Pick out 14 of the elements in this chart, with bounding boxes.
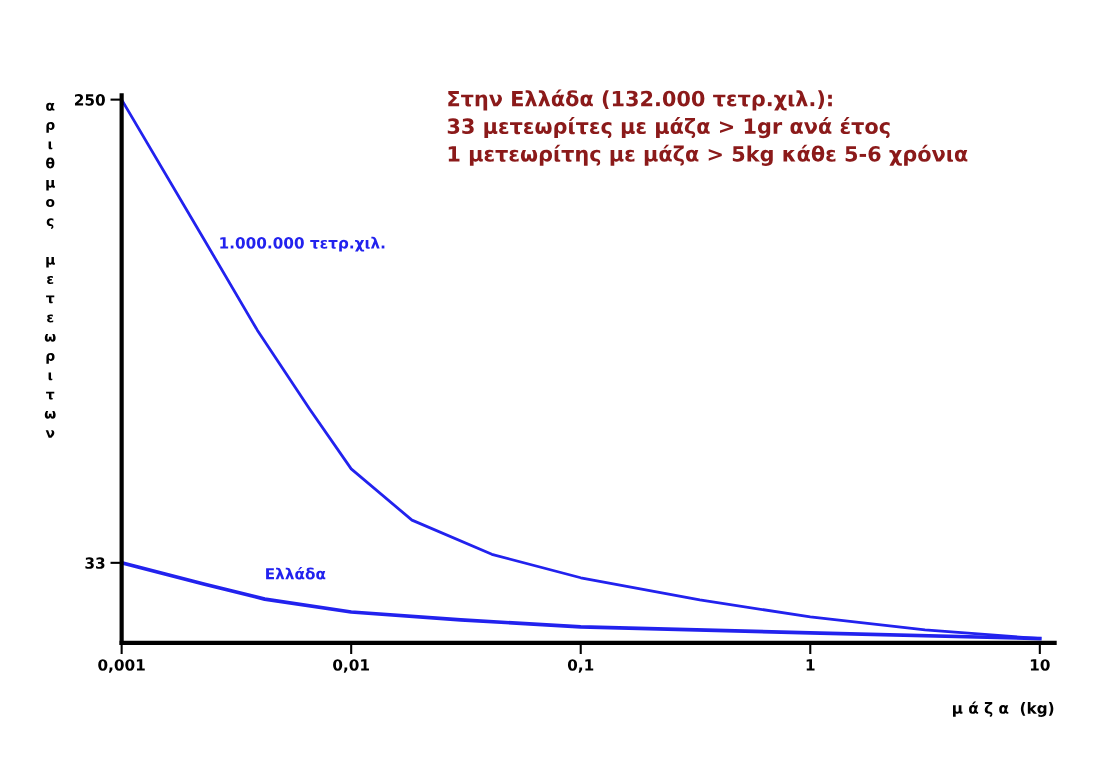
series-label: Ελλάδα (266, 567, 326, 580)
x-tick-label: 10 (1030, 659, 1050, 671)
x-tick-label: 1 (806, 659, 815, 671)
y-tick-label: 33 (85, 557, 105, 569)
text: αριθμος μετεωριτων (44, 102, 56, 438)
x-tick-label: 0,1 (567, 659, 594, 673)
x-axis-title: μ ά ζ α (kg) (953, 701, 1054, 717)
x-tick-label: 0,001 (98, 659, 145, 673)
y-tick-label: 250 (74, 94, 105, 106)
annotation: 33 μετεωρίτες με μάζα > 1gr ανά έτος (447, 117, 890, 139)
annotation: Στην Ελλάδα (132.000 τετρ.χιλ.): (448, 89, 832, 111)
annotation: 1 μετεωρίτης με μάζα > 5kg κάθε 5-6 χρόνια (448, 144, 968, 166)
x-tick-label: 0,01 (333, 659, 369, 673)
series-label: 1.000.000 τετρ.χιλ. (220, 236, 385, 252)
